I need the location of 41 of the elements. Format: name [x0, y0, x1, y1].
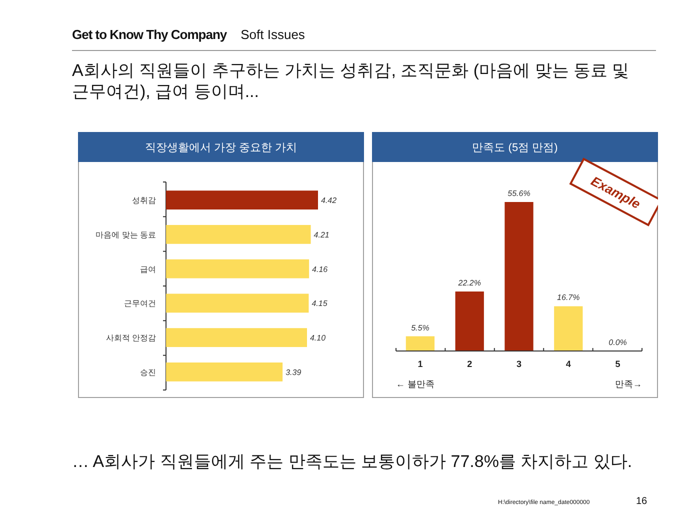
chart-title: 만족도 (5점 만점): [472, 142, 558, 154]
data-label: 4.16: [312, 264, 328, 274]
bar: [166, 362, 283, 382]
chart-title: 직장생활에서 가장 중요한 가치: [144, 142, 298, 154]
data-label: 4.10: [310, 334, 326, 343]
bar: [166, 328, 307, 348]
bar: [504, 202, 534, 351]
y-tick-label: 승진: [140, 368, 156, 377]
y-tick-label: 사회적 안정감: [106, 334, 156, 343]
text: Soft Issues: [240, 27, 305, 42]
x-tick-label: 4: [566, 359, 571, 369]
y-tick-label: 근무여건: [124, 299, 156, 308]
bar: [554, 306, 583, 351]
data-label: 3.39: [286, 368, 302, 377]
bar: [455, 292, 484, 351]
bar: [166, 259, 310, 278]
text: Get to Know Thy Company: [72, 27, 227, 42]
bar: [166, 190, 318, 210]
bar: [406, 336, 435, 351]
text: 만족→: [615, 379, 642, 389]
data-label: 55.6%: [508, 189, 530, 198]
y-tick-label: 급여: [140, 264, 156, 274]
text: A회사의 직원들이 추구하는 가치는 성취감, 조직문화 (마음에 맞는 동료 및 근무여건), 급여 등이며...: [72, 60, 630, 102]
data-label: 5.5%: [411, 323, 430, 332]
text: 16: [636, 496, 648, 507]
x-tick-label: 5: [615, 359, 620, 369]
y-tick-label: 마음에 맞는 동료: [96, 230, 156, 240]
x-tick-label: 3: [516, 359, 522, 369]
data-label: 4.21: [314, 230, 330, 240]
text: ← 불만족: [396, 379, 435, 389]
data-label: 16.7%: [557, 293, 580, 302]
data-label: 22.2%: [457, 278, 481, 288]
bar: [166, 294, 309, 313]
y-tick-label: 성취감: [132, 196, 156, 206]
data-label: 4.42: [321, 196, 338, 206]
bar: [166, 224, 311, 244]
x-tick-label: 2: [467, 359, 472, 369]
data-label: 0.0%: [608, 338, 627, 347]
data-label: 4.15: [312, 299, 328, 308]
text: … A회사가 직원들에게 주는 만족도는 보통이하가 77.8%를 차지하고 있다.: [72, 451, 632, 473]
x-tick-label: 1: [418, 359, 423, 369]
